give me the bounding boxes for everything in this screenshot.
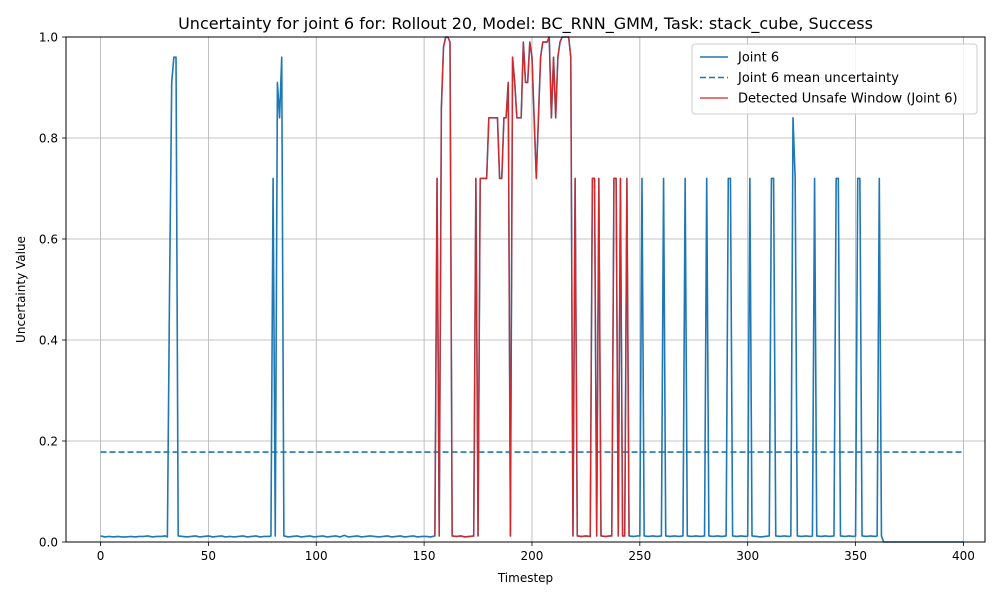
x-tick-label: 50 <box>201 549 216 563</box>
unsafe-window-line <box>434 36 630 538</box>
legend-label-mean: Joint 6 mean uncertainty <box>737 71 899 86</box>
legend-box <box>691 43 978 115</box>
legend: Joint 6 Joint 6 mean uncertainty Detecte… <box>691 43 978 115</box>
y-tick-label: 0.4 <box>39 334 58 348</box>
chart-title: Uncertainty for joint 6 for: Rollout 20,… <box>178 14 873 34</box>
tick-layer: 0 50 100 150 200 250 300 350 400 0.0 0.2 0.4 0.6 0.8 1… <box>39 31 975 564</box>
y-tick-label: 0.0 <box>39 536 58 550</box>
x-tick-label: 400 <box>952 549 975 563</box>
plot-frame <box>65 36 986 543</box>
x-axis-label: Timestep <box>497 571 553 585</box>
data-layer <box>100 36 964 543</box>
x-tick-label: 250 <box>628 549 651 563</box>
x-tick-label: 200 <box>521 549 544 563</box>
legend-label-unsafe: Detected Unsafe Window (Joint 6) <box>738 92 958 107</box>
legend-label-joint: Joint 6 <box>737 51 779 66</box>
y-tick-label: 0.2 <box>39 435 58 449</box>
y-axis-label: Uncertainty Value <box>14 236 28 343</box>
y-tick-label: 1.0 <box>39 31 58 45</box>
x-tick-label: 350 <box>844 549 867 563</box>
x-tick-label: 300 <box>736 549 759 563</box>
x-tick-label: 0 <box>97 549 105 563</box>
y-tick-label: 0.8 <box>39 132 58 146</box>
y-tick-label: 0.6 <box>39 233 58 247</box>
x-tick-label: 100 <box>305 549 328 563</box>
x-tick-label: 150 <box>413 549 436 563</box>
